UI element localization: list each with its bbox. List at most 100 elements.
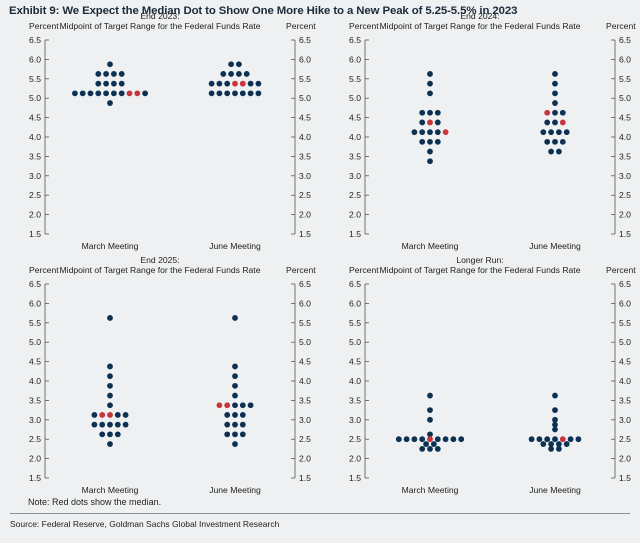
y-tick-label-left: 2.0 (29, 454, 41, 464)
y-tick-label-right: 6.5 (619, 35, 631, 45)
dot (107, 363, 113, 370)
y-tick-label-right: 4.5 (619, 357, 631, 367)
y-tick-label-right: 5.0 (619, 337, 631, 347)
y-tick-label-left: 3.5 (349, 151, 361, 161)
y-tick-label-left: 6.0 (29, 298, 41, 308)
dot (458, 436, 465, 443)
dot (255, 90, 262, 97)
median-dot (107, 412, 113, 418)
y-tick-label-right: 2.0 (619, 210, 631, 220)
x-category-label: June Meeting (209, 485, 261, 495)
dot (103, 80, 109, 87)
median-dot (126, 90, 133, 97)
y-tick-label-left: 4.5 (349, 113, 361, 123)
y-tick-label-right: 2.0 (299, 454, 311, 464)
y-tick-label-right: 5.5 (619, 74, 631, 84)
y-tick-label-right: 6.0 (299, 54, 311, 64)
dot (431, 441, 437, 447)
dot (427, 129, 433, 136)
dot (236, 71, 242, 77)
dot (552, 71, 558, 77)
x-category-label: March Meeting (402, 485, 459, 495)
y-tick-label-right: 5.5 (299, 74, 311, 84)
dot (118, 90, 125, 97)
median-dot (134, 90, 141, 97)
dot (118, 80, 125, 87)
dot (232, 431, 238, 438)
dot (232, 315, 238, 321)
dot (544, 119, 551, 126)
dot (552, 436, 558, 443)
y-tick-label-left: 2.0 (349, 210, 361, 220)
y-tick-label-left: 4.0 (29, 376, 41, 386)
dot (232, 392, 238, 399)
dot (552, 80, 558, 87)
dot (434, 138, 441, 145)
dot (122, 421, 129, 428)
dot (548, 446, 554, 452)
y-tick-label-right: 1.5 (299, 473, 311, 483)
dot (419, 119, 426, 126)
x-category-label: March Meeting (402, 241, 459, 251)
dot (419, 109, 426, 116)
y-tick-label-left: 6.5 (29, 279, 41, 289)
dot (552, 138, 558, 145)
y-tick-label-right: 4.0 (619, 376, 631, 386)
dot (107, 382, 113, 389)
dot (419, 436, 426, 443)
y-tick-label-left: 1.5 (349, 229, 361, 239)
chart-subtitle: Midpoint of Target Range for the Federal… (60, 21, 261, 31)
y-tick-label-left: 1.5 (29, 229, 41, 239)
dot (427, 158, 433, 165)
y-tick-label-right: 3.0 (619, 415, 631, 425)
dot (107, 431, 113, 438)
dot (559, 138, 566, 145)
dot (419, 129, 426, 136)
y-axis-label-left: Percent (349, 265, 379, 275)
y-tick-label-left: 1.5 (29, 473, 41, 483)
y-tick-label-right: 3.5 (619, 395, 631, 405)
dot (95, 80, 102, 87)
median-dot (559, 436, 566, 443)
y-tick-label-left: 5.5 (349, 74, 361, 84)
dot (427, 80, 433, 87)
dot (544, 436, 551, 443)
x-category-label: June Meeting (529, 485, 581, 495)
dot (107, 421, 113, 428)
dot (552, 90, 558, 97)
dot (232, 421, 238, 428)
dot (427, 148, 433, 155)
y-tick-label-right: 3.5 (299, 151, 311, 161)
dot (232, 373, 238, 380)
dot (544, 138, 551, 145)
y-tick-label-right: 5.0 (619, 93, 631, 103)
y-tick-label-left: 5.5 (349, 318, 361, 328)
y-tick-label-left: 5.0 (349, 93, 361, 103)
y-tick-label-right: 2.0 (299, 210, 311, 220)
x-category-label: June Meeting (529, 241, 581, 251)
dot (552, 416, 558, 423)
divider (10, 513, 630, 514)
dot (239, 402, 246, 409)
dot (427, 109, 433, 116)
y-tick-label-right: 1.5 (619, 473, 631, 483)
y-tick-label-left: 5.5 (29, 318, 41, 328)
dot (72, 90, 78, 97)
dot (114, 431, 121, 438)
y-tick-label-left: 6.0 (349, 54, 361, 64)
dot (79, 90, 86, 97)
dot (228, 61, 235, 68)
dot (427, 446, 433, 452)
dot (232, 412, 238, 418)
dot (575, 436, 582, 443)
y-tick-label-left: 4.0 (349, 132, 361, 142)
y-tick-label-left: 2.5 (29, 434, 41, 444)
dot (114, 421, 121, 428)
dot (232, 363, 238, 370)
y-tick-label-right: 5.5 (619, 318, 631, 328)
y-tick-label-left: 6.5 (349, 279, 361, 289)
median-dot (544, 109, 551, 116)
y-tick-label-right: 6.0 (619, 298, 631, 308)
dot (427, 392, 433, 399)
dot (427, 431, 433, 438)
